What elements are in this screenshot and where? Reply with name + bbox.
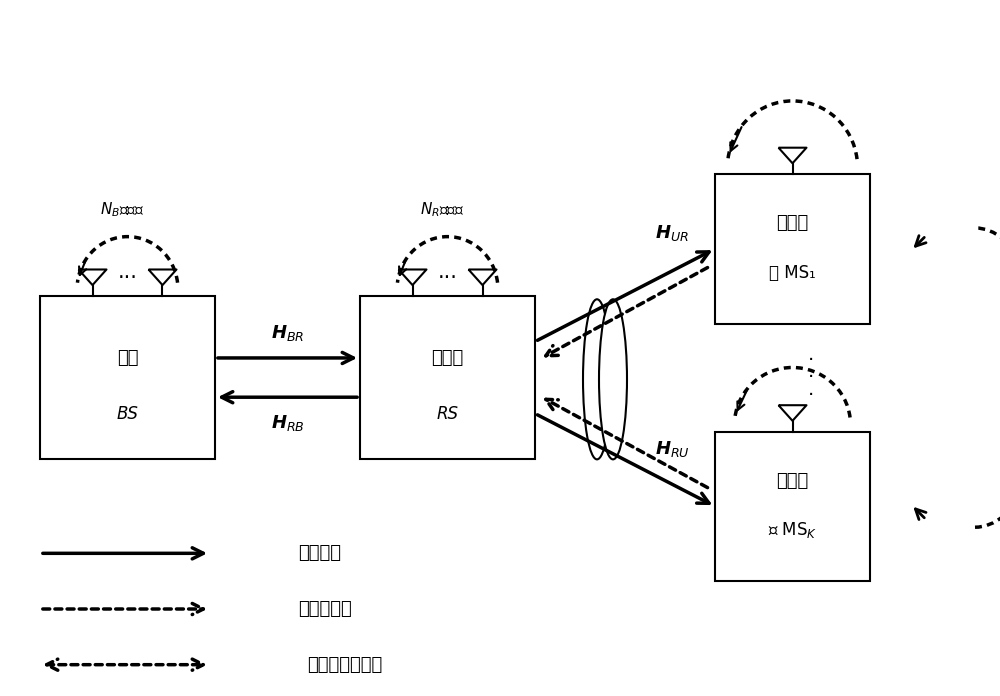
Text: 端 MS₁: 端 MS₁	[769, 264, 816, 282]
Text: ·
·
·: · · ·	[808, 351, 814, 404]
Bar	[715, 432, 870, 581]
Text: BS: BS	[117, 404, 138, 422]
Text: 中继站: 中继站	[431, 349, 464, 367]
Text: $N_R$根天线: $N_R$根天线	[420, 200, 465, 219]
Text: 自干扰信号: 自干扰信号	[298, 600, 352, 618]
Text: 移动终: 移动终	[776, 214, 809, 232]
Ellipse shape	[583, 299, 611, 459]
Bar	[40, 296, 215, 459]
Text: 移动终: 移动终	[776, 472, 809, 490]
Text: 端 MS$_K$: 端 MS$_K$	[768, 521, 817, 540]
Text: $\boldsymbol{H}_{RB}$: $\boldsymbol{H}_{RB}$	[271, 413, 304, 432]
Text: 基站: 基站	[117, 349, 138, 367]
Text: $\boldsymbol{H}_{BR}$: $\boldsymbol{H}_{BR}$	[271, 323, 304, 342]
Text: ···: ···	[118, 269, 137, 288]
Text: RS: RS	[436, 404, 458, 422]
Text: 用户间干扰信号: 用户间干扰信号	[307, 656, 383, 674]
Text: $\boldsymbol{H}_{UR}$: $\boldsymbol{H}_{UR}$	[655, 223, 689, 243]
Text: $\boldsymbol{H}_{RU}$: $\boldsymbol{H}_{RU}$	[655, 439, 690, 459]
Text: $N_B$根天线: $N_B$根天线	[100, 200, 145, 219]
Text: ···: ···	[438, 269, 457, 288]
Bar	[360, 296, 535, 459]
Bar	[715, 174, 870, 324]
Ellipse shape	[599, 299, 627, 459]
Text: 有用信号: 有用信号	[298, 544, 342, 562]
